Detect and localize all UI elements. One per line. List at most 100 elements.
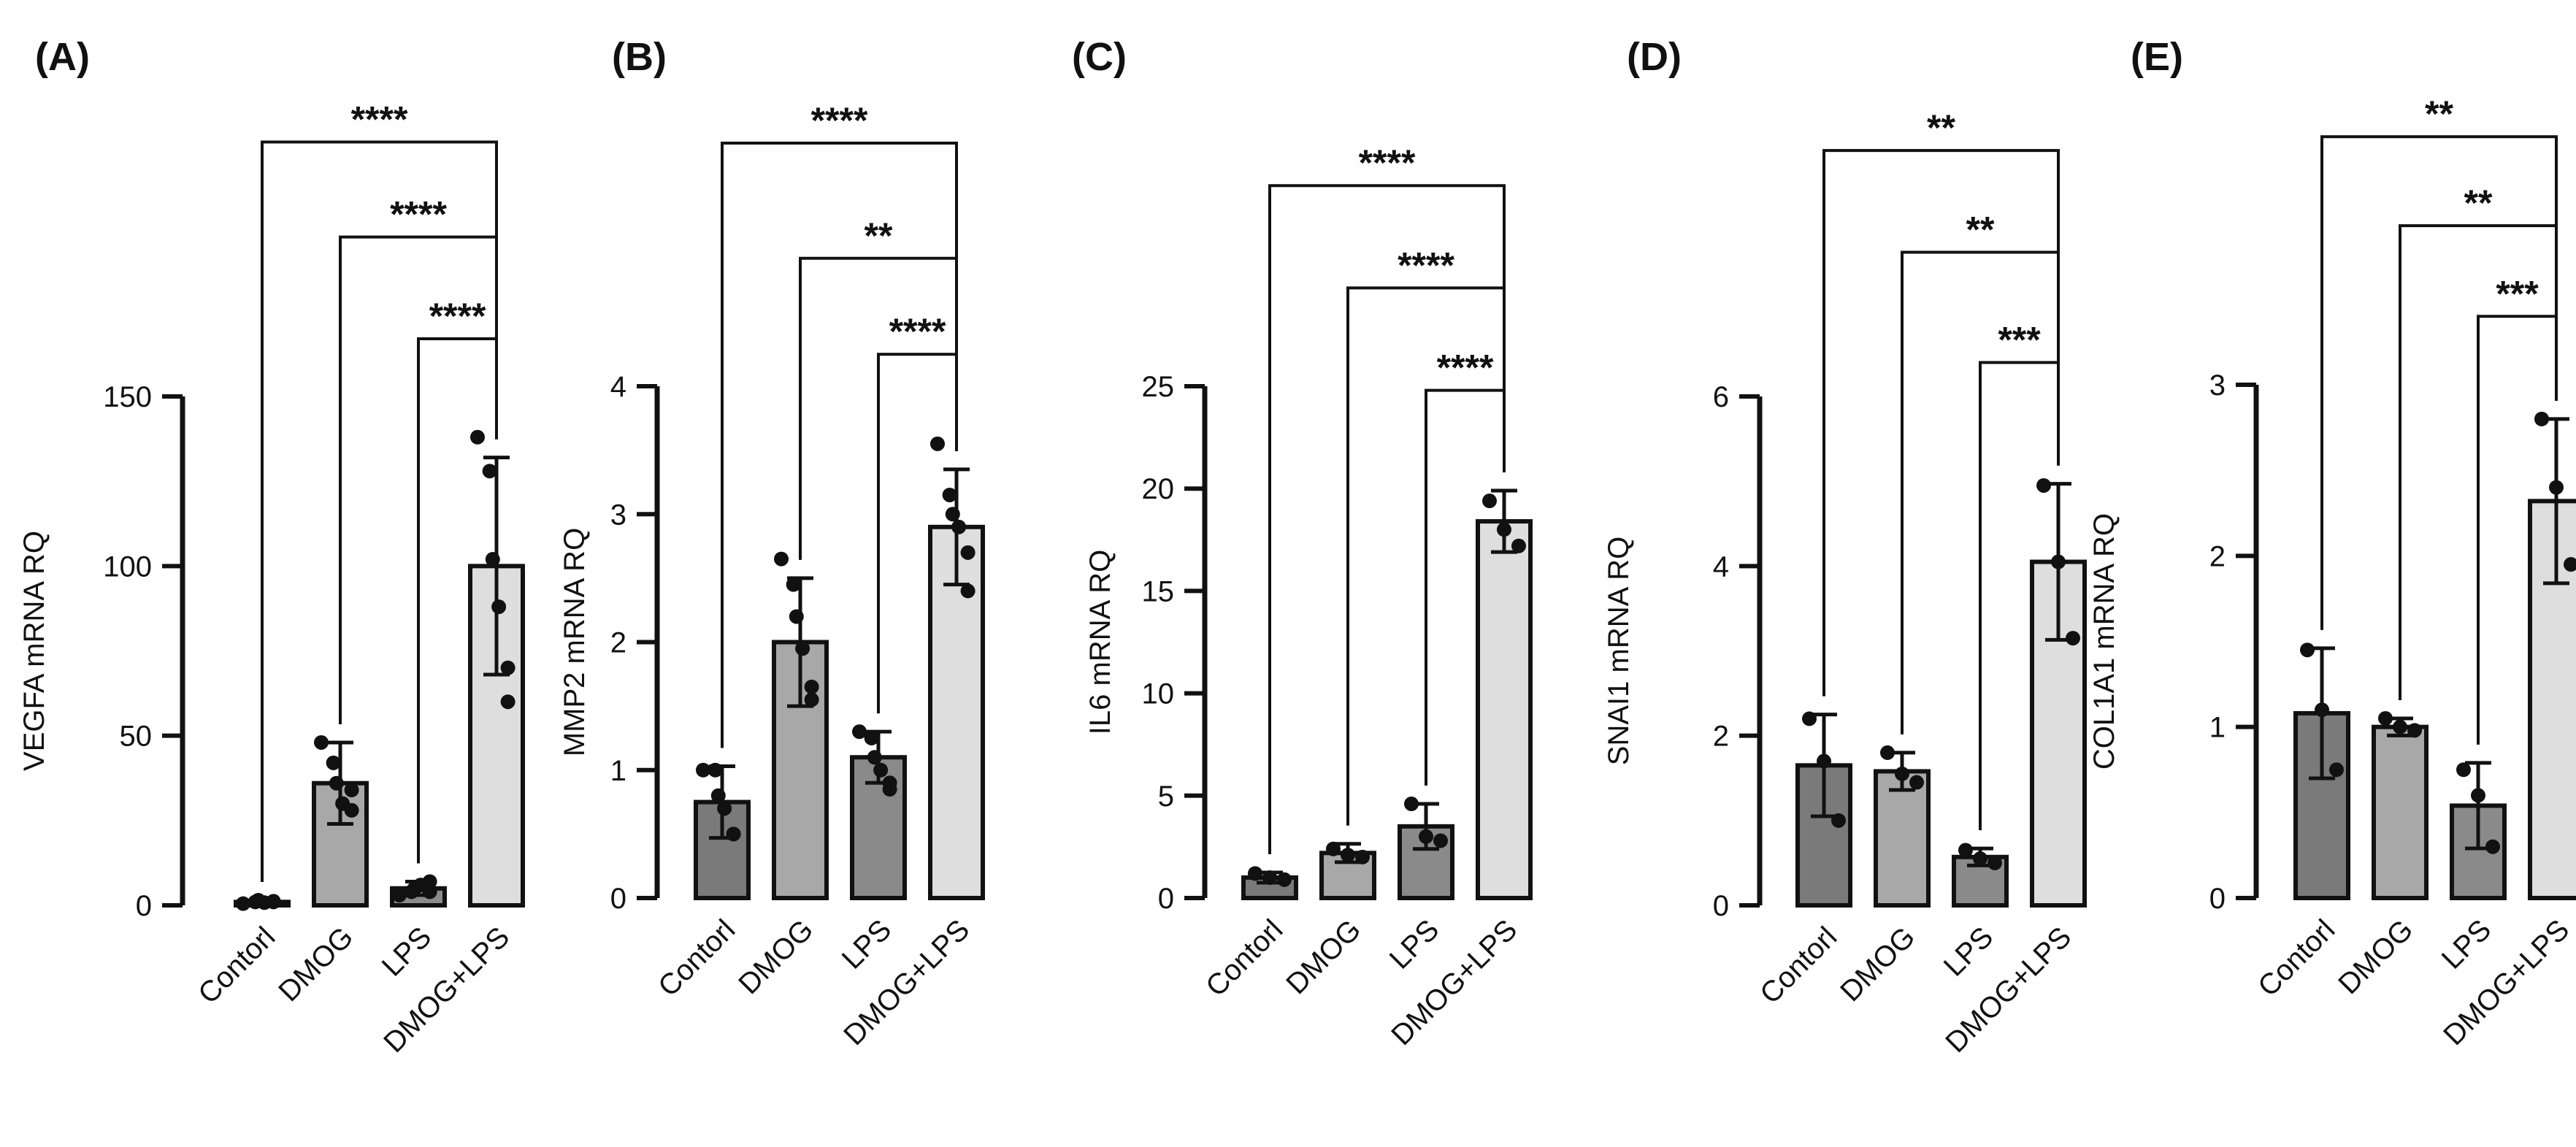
category-label: Contorl [652,913,741,1002]
data-point [1341,848,1355,863]
y-tick-label: 0 [2209,883,2226,915]
data-point [717,801,732,816]
y-axis-title: SNAI1 mRNA RQ [1603,537,1635,765]
data-point [1419,829,1433,844]
y-tick-label: 0 [136,890,152,922]
data-point [1958,843,1973,858]
data-point [2407,723,2422,738]
significance-label: **** [889,311,946,352]
data-point [422,884,437,899]
data-point [500,660,515,675]
data-point [873,762,889,778]
significance-bracket [2320,135,2558,630]
significance-label: ** [865,215,893,256]
y-tick-label: 150 [103,381,152,413]
data-point [1973,851,1987,867]
panel-label: (A) [35,35,90,79]
significance-bracket [1979,361,2060,831]
significance-label: ** [1966,210,1995,250]
data-point [470,429,485,445]
data-point [1497,522,1511,537]
category-label: LPS [376,921,438,983]
y-axis-title: COL1A1 mRNA RQ [2088,513,2120,770]
significance-bracket [1268,184,1506,854]
data-point [2051,554,2066,569]
category-label: LPS [836,913,898,975]
y-tick-label: 3 [2209,369,2226,402]
significance-bracket [1425,388,1506,786]
significance-label: **** [1398,245,1454,285]
y-tick-label: 2 [1713,721,1729,753]
category-label: DMOG [272,921,359,1008]
data-point [786,577,801,592]
category-label: DMOG [1834,921,1921,1008]
bar [1476,519,1533,900]
data-point [2534,411,2549,426]
data-point [1433,833,1448,848]
data-point [1326,841,1341,856]
bar [2372,724,2429,901]
category-label: Contorl [2252,913,2341,1002]
data-point [951,519,967,534]
data-point [2378,710,2393,726]
data-point [236,896,250,911]
data-point [329,775,344,791]
data-point [1817,753,1831,769]
y-axis-title: MMP2 mRNA RQ [559,528,591,756]
significance-bracket [1901,250,2060,734]
significance-bracket [261,140,498,883]
significance-bracket [2399,224,2558,700]
y-tick-label: 0 [1158,883,1174,915]
significance-bracket [417,337,498,864]
significance-label: **** [429,296,486,337]
data-point [864,730,879,745]
data-point [500,694,515,710]
data-point [774,551,789,567]
data-point [942,487,957,502]
data-point [945,507,960,522]
significance-label: **** [1359,142,1416,183]
y-tick-label: 1 [2209,712,2226,744]
data-point [930,436,945,451]
data-point [326,755,341,770]
category-label: Contorl [192,921,281,1010]
significance-label: ** [1927,107,1955,148]
y-tick-label: 1 [610,755,626,787]
y-tick-label: 50 [120,721,153,753]
data-point [1909,775,1924,790]
y-tick-label: 20 [1142,473,1175,505]
category-label: LPS [1938,921,2000,983]
significance-bracket [2477,315,2558,745]
y-tick-label: 2 [610,627,626,659]
y-tick-label: 10 [1142,678,1175,710]
data-point [491,599,507,615]
y-tick-label: 4 [610,371,626,403]
significance-label: *** [1998,320,2041,361]
significance-label: **** [1437,348,1494,388]
y-axis-title: IL6 mRNA RQ [1084,550,1116,734]
data-point [1987,855,2002,870]
panel-label: (C) [1072,35,1127,79]
data-point [2066,631,2080,646]
y-tick-label: 15 [1142,575,1175,607]
data-point [708,762,723,778]
data-point [696,762,710,778]
data-point [867,750,882,765]
data-point [804,692,819,707]
data-point [1248,866,1262,881]
category-label: DMOG [732,913,819,1000]
data-point [1895,766,1909,781]
data-point [1262,870,1277,885]
data-point [852,724,867,740]
category-label: Contorl [1754,921,1843,1010]
data-point [344,783,359,798]
data-point [726,826,741,842]
data-point [795,641,810,656]
y-tick-label: 2 [2209,540,2226,572]
data-point [422,874,437,889]
significance-bracket [1822,149,2060,697]
